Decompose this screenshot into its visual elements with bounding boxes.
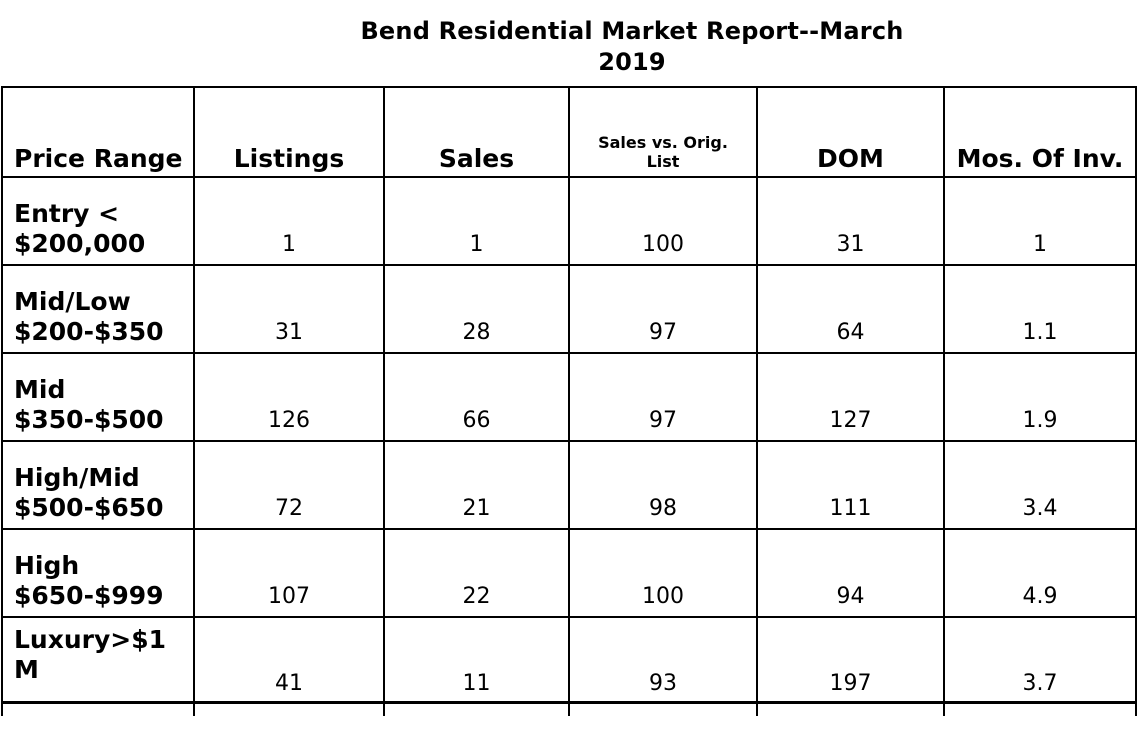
table-header-row: Price Range Listings Sales Sales vs. Ori… — [1, 86, 1137, 178]
report-title-line2: 2019 — [598, 48, 666, 76]
cell-entry-sales-vs-orig-list: 100 — [568, 176, 758, 266]
market-report-table: Price Range Listings Sales Sales vs. Ori… — [1, 86, 1137, 716]
cell-high-listings: 107 — [193, 528, 385, 618]
cell-mid-low-sales-vs-orig-list: 97 — [568, 264, 758, 354]
table-row-high: High $650-$999 107 22 100 94 4.9 — [1, 528, 1137, 618]
row-label-mid: Mid $350-$500 — [1, 352, 195, 442]
row-label-entry: Entry < $200,000 — [1, 176, 195, 266]
table-row-mid: Mid $350-$500 126 66 97 127 1.9 — [1, 352, 1137, 442]
cell-luxury-mos-of-inv: 3.7 — [943, 616, 1137, 704]
cell-mid-sales-vs-orig-list: 97 — [568, 352, 758, 442]
cell-entry-listings: 1 — [193, 176, 385, 266]
cell-high-mid-mos-of-inv: 3.4 — [943, 440, 1137, 530]
cell-luxury-listings: 41 — [193, 616, 385, 704]
table-row-luxury: Luxury>$1 M 41 11 93 197 3.7 — [1, 616, 1137, 704]
report-title-line1: Bend Residential Market Report--March — [360, 17, 904, 45]
table-row-entry: Entry < $200,000 1 1 100 31 1 — [1, 176, 1137, 266]
cell-luxury-sales: 11 — [383, 616, 570, 704]
cell-entry-sales: 1 — [383, 176, 570, 266]
row-label-mid-low: Mid/Low $200-$350 — [1, 264, 195, 354]
column-header-listings: Listings — [193, 86, 385, 178]
table-row-mid-low: Mid/Low $200-$350 31 28 97 64 1.1 — [1, 264, 1137, 354]
cell-entry-dom: 31 — [756, 176, 945, 266]
cell-high-mid-sales: 21 — [383, 440, 570, 530]
cell-luxury-dom: 197 — [756, 616, 945, 704]
cell-mid-low-sales: 28 — [383, 264, 570, 354]
row-label-high: High $650-$999 — [1, 528, 195, 618]
cell-high-mid-sales-vs-orig-list: 98 — [568, 440, 758, 530]
cell-luxury-sales-vs-orig-list: 93 — [568, 616, 758, 704]
column-header-sales: Sales — [383, 86, 570, 178]
cell-mid-low-mos-of-inv: 1.1 — [943, 264, 1137, 354]
report-page: Bend Residential Market Report--March 20… — [0, 16, 1138, 742]
column-header-sales-vs-orig-list: Sales vs. Orig. List — [568, 86, 758, 178]
cell-mid-low-dom: 64 — [756, 264, 945, 354]
cell-high-mos-of-inv: 4.9 — [943, 528, 1137, 618]
cell-high-mid-dom: 111 — [756, 440, 945, 530]
cell-entry-mos-of-inv: 1 — [943, 176, 1137, 266]
column-header-sales-vs-orig-list-label: Sales vs. Orig. List — [598, 133, 728, 171]
table-row-high-mid: High/Mid $500-$650 72 21 98 111 3.4 — [1, 440, 1137, 530]
cell-mid-sales: 66 — [383, 352, 570, 442]
cell-high-sales: 22 — [383, 528, 570, 618]
row-label-high-mid: High/Mid $500-$650 — [1, 440, 195, 530]
cell-mid-dom: 127 — [756, 352, 945, 442]
column-header-mos-of-inv: Mos. Of Inv. — [943, 86, 1137, 178]
cell-high-mid-listings: 72 — [193, 440, 385, 530]
column-header-dom: DOM — [756, 86, 945, 178]
cell-mid-mos-of-inv: 1.9 — [943, 352, 1137, 442]
report-title: Bend Residential Market Report--March 20… — [322, 16, 942, 78]
cell-mid-low-listings: 31 — [193, 264, 385, 354]
row-label-luxury: Luxury>$1 M — [1, 616, 195, 704]
column-header-price-range: Price Range — [1, 86, 195, 178]
table-row-partial-clipped — [1, 700, 1137, 716]
cell-mid-listings: 126 — [193, 352, 385, 442]
cell-high-dom: 94 — [756, 528, 945, 618]
cell-high-sales-vs-orig-list: 100 — [568, 528, 758, 618]
